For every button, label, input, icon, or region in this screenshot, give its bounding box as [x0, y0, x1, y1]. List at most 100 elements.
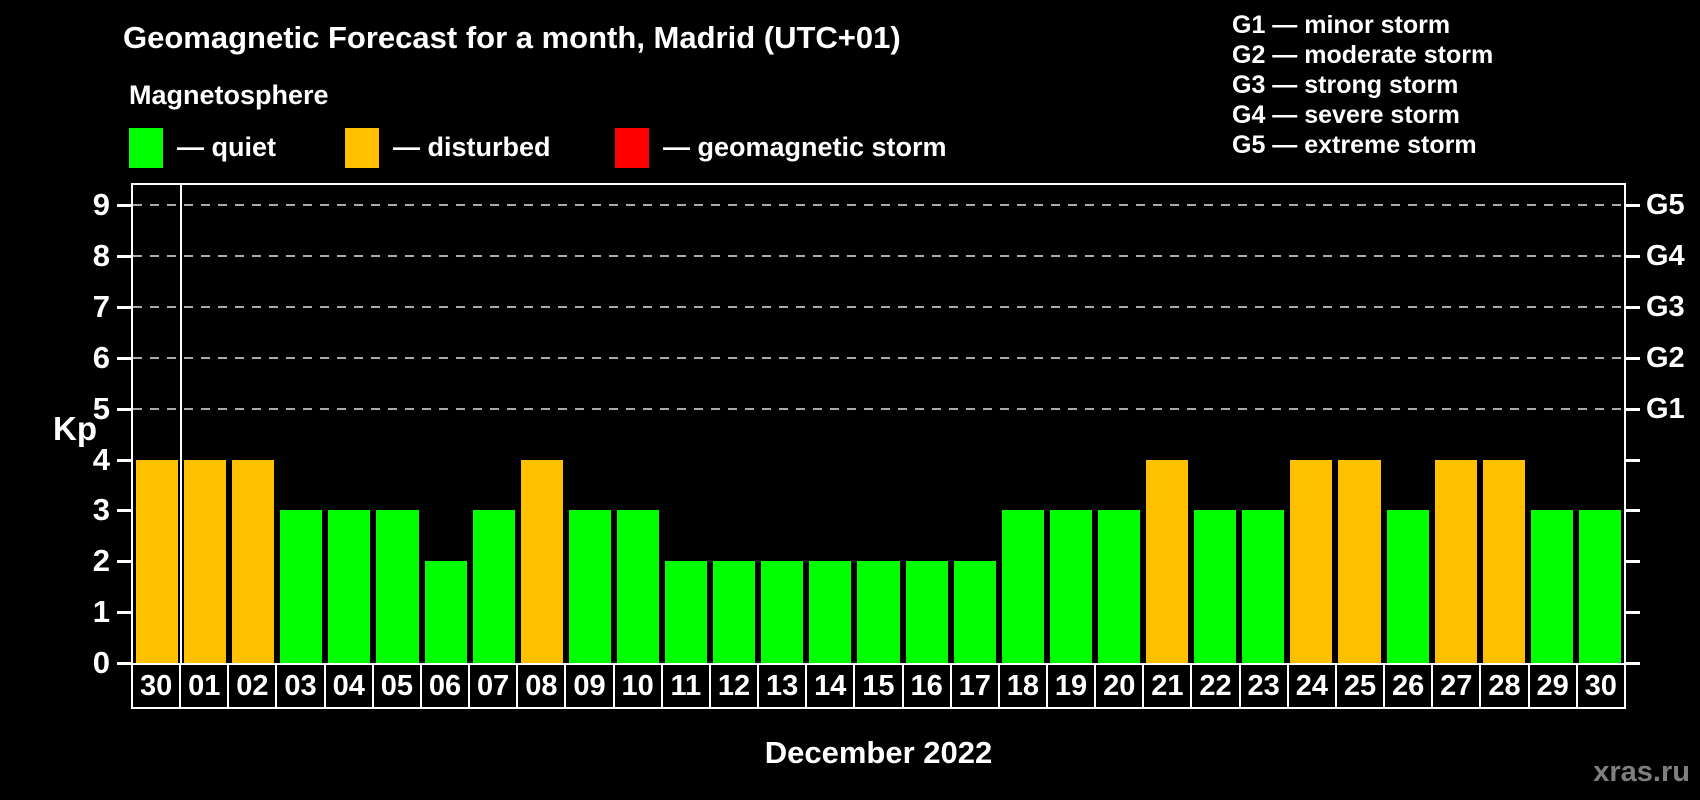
g-tick-label-g4: G4	[1646, 240, 1685, 273]
bar-day-25-kp4	[1338, 459, 1381, 663]
y-axis-tick-5	[117, 407, 131, 411]
disturbed-color-swatch	[345, 127, 379, 168]
day-label: 08	[525, 669, 558, 702]
bar-day-21-kp4	[1146, 459, 1189, 663]
bar-day-05-kp3	[376, 510, 419, 663]
day-cell-16: 16	[901, 663, 952, 709]
right-axis-tick-5	[1626, 407, 1640, 411]
day-cell-15: 15	[853, 663, 904, 709]
bar-day-08-kp4	[520, 459, 563, 663]
gridline-kp5	[133, 407, 1624, 410]
day-label: 24	[1295, 669, 1328, 702]
bar-day-26-kp3	[1386, 510, 1429, 663]
day-cell-17: 17	[949, 663, 1000, 709]
bar-day-17-kp2	[953, 561, 996, 663]
legend-label-storm: — geomagnetic storm	[663, 132, 947, 162]
day-label: 26	[1392, 669, 1425, 702]
plot-area	[131, 183, 1626, 665]
x-axis-day-labels: 30 01 02 03 04 05 06 07 08 09 10 11 12 13 14 15 16 17 18 19…	[131, 663, 1626, 709]
day-cell-09: 09	[564, 663, 615, 709]
bar-day-07-kp3	[472, 510, 515, 663]
legend-item-disturbed: — disturbed	[345, 127, 551, 168]
day-label: 10	[621, 669, 654, 702]
g-legend-line-g4: G4 — severe storm	[1232, 101, 1460, 129]
day-label: 14	[814, 669, 847, 702]
day-label: 28	[1488, 669, 1521, 702]
y-axis-tick-4	[117, 458, 131, 462]
g-legend-line-g1: G1 — minor storm	[1232, 11, 1451, 39]
legend-item-quiet: — quiet	[129, 127, 276, 168]
day-cell-24: 24	[1286, 663, 1337, 709]
day-cell-06: 06	[419, 663, 471, 709]
y-tick-label-0: 0	[92, 645, 110, 680]
bar-day-23-kp3	[1242, 510, 1285, 663]
day-cell-30: 30	[1575, 663, 1626, 709]
day-cell-29: 29	[1527, 663, 1578, 709]
g-legend-line-g2: G2 — moderate storm	[1232, 41, 1494, 69]
right-axis-tick-6	[1626, 356, 1640, 360]
bar-day-10-kp3	[616, 510, 660, 663]
right-axis-tick-7	[1626, 306, 1640, 310]
day-cell-14: 14	[805, 663, 856, 709]
bar-day-20-kp3	[1097, 510, 1141, 663]
y-axis-tick-3	[117, 509, 131, 513]
day-cell-23: 23	[1238, 663, 1289, 709]
day-label: 15	[862, 669, 895, 702]
bar-day-24-kp4	[1290, 459, 1333, 663]
day-label: 13	[765, 669, 799, 702]
y-axis-tick-1	[117, 611, 131, 615]
gridline-kp6	[133, 356, 1624, 359]
y-axis-tick-0	[117, 662, 131, 665]
day-cell-28: 28	[1479, 663, 1530, 709]
day-cell-03: 03	[275, 663, 326, 709]
legend-item-storm: — geomagnetic storm	[615, 127, 947, 168]
day-cell-11: 11	[660, 663, 711, 709]
bar-day-01-kp4	[184, 459, 227, 663]
day-label: 22	[1199, 669, 1232, 702]
day-cell-20: 20	[1094, 663, 1145, 709]
day-label: 07	[477, 669, 510, 702]
day-cell-08: 08	[516, 663, 567, 709]
quiet-color-swatch	[129, 127, 163, 168]
month-separator-line	[180, 185, 183, 663]
day-label: 16	[910, 669, 943, 702]
day-label: 05	[380, 669, 413, 702]
day-label: 23	[1247, 669, 1280, 702]
bar-day-12-kp2	[713, 561, 756, 663]
bar-day-18-kp3	[1001, 510, 1044, 663]
bar-day-11-kp2	[665, 561, 708, 663]
y-axis-tick-9	[117, 204, 131, 208]
watermark: xras.ru	[1593, 756, 1690, 788]
y-tick-label-3: 3	[92, 492, 110, 528]
legend-label-disturbed: — disturbed	[393, 132, 551, 162]
bar-day-28-kp4	[1482, 459, 1525, 663]
gridline-kp9	[133, 204, 1624, 207]
day-label: 21	[1151, 669, 1184, 702]
bar-day-19-kp3	[1049, 510, 1092, 663]
day-cell-10: 10	[612, 663, 663, 709]
day-label: 06	[428, 669, 462, 702]
y-tick-label-2: 2	[92, 543, 110, 579]
day-label: 12	[717, 669, 751, 702]
bar-day-30-kp3	[1578, 510, 1621, 663]
day-label: 25	[1343, 669, 1377, 702]
day-label: 09	[573, 669, 606, 702]
day-label: 27	[1440, 669, 1473, 702]
bar-day-27-kp4	[1434, 459, 1477, 663]
day-cell-04: 04	[323, 663, 374, 709]
day-cell-07: 07	[468, 663, 519, 709]
right-axis-tick-9	[1626, 204, 1640, 208]
day-cell-21: 21	[1142, 663, 1193, 709]
right-axis-tick-1	[1626, 611, 1640, 615]
y-axis-tick-8	[117, 255, 131, 259]
bar-day-30-kp4	[136, 459, 179, 663]
g-tick-label-g1: G1	[1646, 392, 1685, 425]
day-cell-05: 05	[371, 663, 422, 709]
storm-color-swatch	[615, 127, 649, 168]
day-label: 20	[1103, 669, 1136, 702]
g-tick-label-g2: G2	[1646, 341, 1685, 374]
right-axis-tick-2	[1626, 560, 1640, 564]
day-cell-18: 18	[997, 663, 1048, 709]
day-label: 17	[958, 669, 991, 702]
bar-day-14-kp2	[809, 561, 852, 663]
